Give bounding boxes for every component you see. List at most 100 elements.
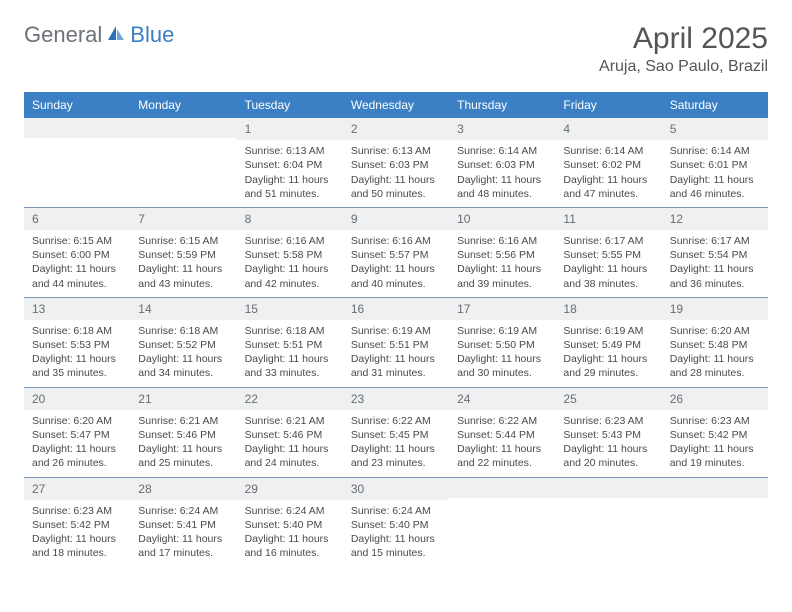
sunrise-text: Sunrise: 6:16 AM: [351, 234, 441, 248]
sunset-text: Sunset: 5:42 PM: [32, 518, 122, 532]
sunset-text: Sunset: 6:04 PM: [245, 158, 335, 172]
calendar-cell: 6Sunrise: 6:15 AMSunset: 6:00 PMDaylight…: [24, 208, 130, 297]
week-row: 1Sunrise: 6:13 AMSunset: 6:04 PMDaylight…: [24, 118, 768, 207]
cell-body: Sunrise: 6:19 AMSunset: 5:50 PMDaylight:…: [449, 320, 555, 387]
daylight-text: and 31 minutes.: [351, 366, 441, 380]
calendar-cell: 26Sunrise: 6:23 AMSunset: 5:42 PMDayligh…: [662, 388, 768, 477]
daylight-text: Daylight: 11 hours: [670, 173, 760, 187]
weekday-header-row: SundayMondayTuesdayWednesdayThursdayFrid…: [24, 92, 768, 118]
cell-body: Sunrise: 6:19 AMSunset: 5:51 PMDaylight:…: [343, 320, 449, 387]
daylight-text: and 23 minutes.: [351, 456, 441, 470]
cell-body: Sunrise: 6:20 AMSunset: 5:47 PMDaylight:…: [24, 410, 130, 477]
cell-body: Sunrise: 6:24 AMSunset: 5:41 PMDaylight:…: [130, 500, 236, 567]
cell-body: Sunrise: 6:23 AMSunset: 5:42 PMDaylight:…: [662, 410, 768, 477]
day-number: 7: [130, 208, 236, 230]
daylight-text: and 36 minutes.: [670, 277, 760, 291]
daylight-text: Daylight: 11 hours: [245, 352, 335, 366]
sunrise-text: Sunrise: 6:14 AM: [563, 144, 653, 158]
sunrise-text: Sunrise: 6:24 AM: [351, 504, 441, 518]
sunset-text: Sunset: 5:44 PM: [457, 428, 547, 442]
sunset-text: Sunset: 5:46 PM: [245, 428, 335, 442]
daylight-text: and 22 minutes.: [457, 456, 547, 470]
sunrise-text: Sunrise: 6:24 AM: [138, 504, 228, 518]
day-number: 8: [237, 208, 343, 230]
calendar-cell: 16Sunrise: 6:19 AMSunset: 5:51 PMDayligh…: [343, 298, 449, 387]
calendar-cell: 15Sunrise: 6:18 AMSunset: 5:51 PMDayligh…: [237, 298, 343, 387]
calendar-cell: [24, 118, 130, 207]
day-number: 22: [237, 388, 343, 410]
calendar-cell: 18Sunrise: 6:19 AMSunset: 5:49 PMDayligh…: [555, 298, 661, 387]
sunrise-text: Sunrise: 6:22 AM: [351, 414, 441, 428]
sunset-text: Sunset: 5:51 PM: [245, 338, 335, 352]
day-number: 2: [343, 118, 449, 140]
day-number: 1: [237, 118, 343, 140]
calendar-cell: 21Sunrise: 6:21 AMSunset: 5:46 PMDayligh…: [130, 388, 236, 477]
daylight-text: Daylight: 11 hours: [245, 173, 335, 187]
sunset-text: Sunset: 5:58 PM: [245, 248, 335, 262]
day-number: 23: [343, 388, 449, 410]
cell-body: Sunrise: 6:19 AMSunset: 5:49 PMDaylight:…: [555, 320, 661, 387]
sunrise-text: Sunrise: 6:22 AM: [457, 414, 547, 428]
cell-body: Sunrise: 6:20 AMSunset: 5:48 PMDaylight:…: [662, 320, 768, 387]
sunset-text: Sunset: 5:40 PM: [245, 518, 335, 532]
week-row: 13Sunrise: 6:18 AMSunset: 5:53 PMDayligh…: [24, 297, 768, 387]
calendar-cell: 8Sunrise: 6:16 AMSunset: 5:58 PMDaylight…: [237, 208, 343, 297]
day-number: 20: [24, 388, 130, 410]
calendar-cell: 13Sunrise: 6:18 AMSunset: 5:53 PMDayligh…: [24, 298, 130, 387]
sunrise-text: Sunrise: 6:18 AM: [245, 324, 335, 338]
cell-body: Sunrise: 6:18 AMSunset: 5:52 PMDaylight:…: [130, 320, 236, 387]
sunrise-text: Sunrise: 6:14 AM: [457, 144, 547, 158]
sunset-text: Sunset: 5:55 PM: [563, 248, 653, 262]
calendar-cell: [130, 118, 236, 207]
day-number: 4: [555, 118, 661, 140]
cell-body: Sunrise: 6:16 AMSunset: 5:56 PMDaylight:…: [449, 230, 555, 297]
daylight-text: and 48 minutes.: [457, 187, 547, 201]
day-number: 27: [24, 478, 130, 500]
calendar-cell: 14Sunrise: 6:18 AMSunset: 5:52 PMDayligh…: [130, 298, 236, 387]
day-number: 10: [449, 208, 555, 230]
daylight-text: and 42 minutes.: [245, 277, 335, 291]
calendar-cell: 4Sunrise: 6:14 AMSunset: 6:02 PMDaylight…: [555, 118, 661, 207]
daylight-text: and 17 minutes.: [138, 546, 228, 560]
day-number: 30: [343, 478, 449, 500]
sunrise-text: Sunrise: 6:16 AM: [457, 234, 547, 248]
calendar-cell: 28Sunrise: 6:24 AMSunset: 5:41 PMDayligh…: [130, 478, 236, 567]
daylight-text: Daylight: 11 hours: [457, 352, 547, 366]
page-header: General Blue April 2025 Aruja, Sao Paulo…: [24, 22, 768, 76]
week-row: 6Sunrise: 6:15 AMSunset: 6:00 PMDaylight…: [24, 207, 768, 297]
sunset-text: Sunset: 6:01 PM: [670, 158, 760, 172]
cell-body: Sunrise: 6:22 AMSunset: 5:44 PMDaylight:…: [449, 410, 555, 477]
day-number: 14: [130, 298, 236, 320]
sunrise-text: Sunrise: 6:14 AM: [670, 144, 760, 158]
day-number: 13: [24, 298, 130, 320]
day-number: 12: [662, 208, 768, 230]
weekday-header: Wednesday: [343, 92, 449, 118]
sunset-text: Sunset: 5:40 PM: [351, 518, 441, 532]
daylight-text: Daylight: 11 hours: [457, 442, 547, 456]
sunrise-text: Sunrise: 6:23 AM: [563, 414, 653, 428]
day-number: 28: [130, 478, 236, 500]
calendar-cell: 25Sunrise: 6:23 AMSunset: 5:43 PMDayligh…: [555, 388, 661, 477]
daylight-text: and 40 minutes.: [351, 277, 441, 291]
weekday-header: Sunday: [24, 92, 130, 118]
sunset-text: Sunset: 5:59 PM: [138, 248, 228, 262]
daylight-text: and 35 minutes.: [32, 366, 122, 380]
cell-body: Sunrise: 6:21 AMSunset: 5:46 PMDaylight:…: [130, 410, 236, 477]
logo-word2: Blue: [130, 22, 174, 48]
daylight-text: Daylight: 11 hours: [138, 352, 228, 366]
sunset-text: Sunset: 5:48 PM: [670, 338, 760, 352]
logo-word1: General: [24, 22, 102, 48]
day-number: 21: [130, 388, 236, 410]
sunset-text: Sunset: 5:41 PM: [138, 518, 228, 532]
daylight-text: and 20 minutes.: [563, 456, 653, 470]
sunrise-text: Sunrise: 6:23 AM: [670, 414, 760, 428]
calendar-cell: 30Sunrise: 6:24 AMSunset: 5:40 PMDayligh…: [343, 478, 449, 567]
cell-body: Sunrise: 6:15 AMSunset: 5:59 PMDaylight:…: [130, 230, 236, 297]
day-number: [24, 118, 130, 138]
daylight-text: and 33 minutes.: [245, 366, 335, 380]
daylight-text: and 28 minutes.: [670, 366, 760, 380]
day-number: 17: [449, 298, 555, 320]
calendar-cell: 7Sunrise: 6:15 AMSunset: 5:59 PMDaylight…: [130, 208, 236, 297]
daylight-text: Daylight: 11 hours: [563, 442, 653, 456]
sunrise-text: Sunrise: 6:18 AM: [138, 324, 228, 338]
